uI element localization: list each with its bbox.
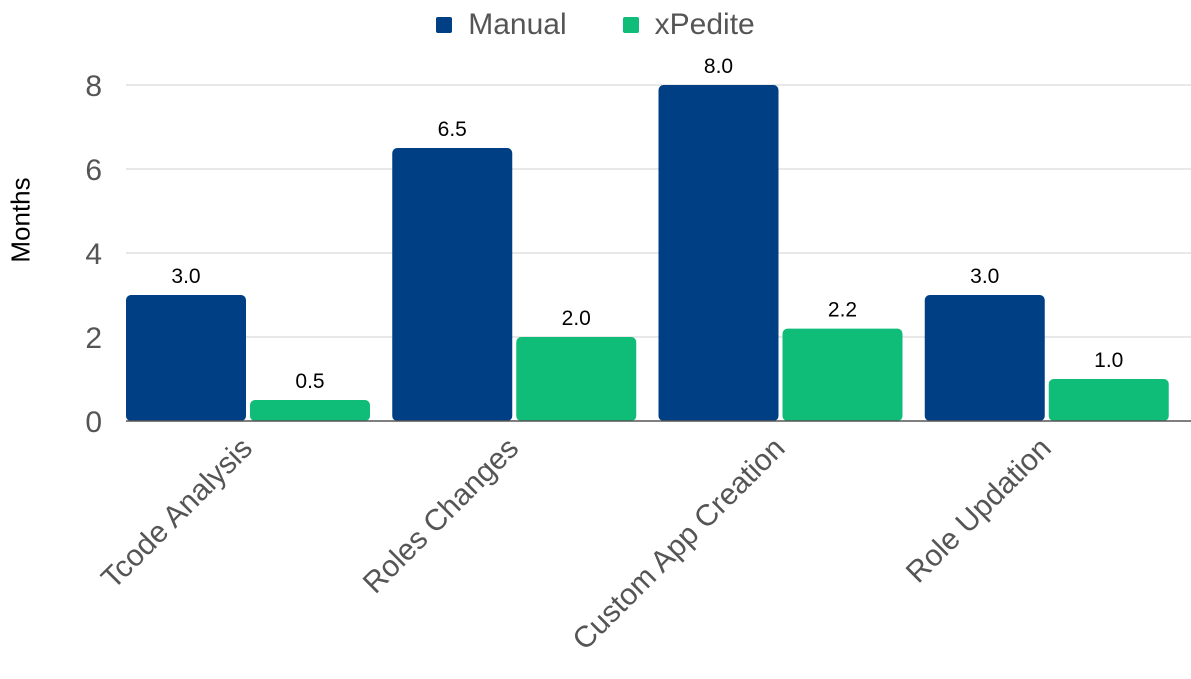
bar [924,295,1045,421]
data-label: 2.2 [828,299,857,322]
bar [250,400,370,421]
bar [392,148,513,421]
data-label: 0.5 [295,370,324,393]
legend-swatch-xpedite [622,17,639,33]
legend: Manual xPedite [0,8,1191,42]
y-tick-label: 6 [85,154,102,187]
y-tick-label: 0 [85,406,102,439]
x-tick-label: Roles Changes [357,432,525,600]
data-label: 6.5 [438,118,467,141]
legend-label-xpedite: xPedite [654,8,755,41]
legend-item-manual: Manual [436,8,567,42]
bar [658,85,779,421]
data-label: 3.0 [171,265,200,288]
bar [1048,379,1169,421]
x-tick-label: Custom App Creation [566,432,791,657]
legend-label-manual: Manual [468,8,567,41]
data-label: 1.0 [1094,349,1123,372]
y-tick-label: 4 [85,238,102,271]
data-label: 8.0 [704,55,733,78]
x-tick-label: Tcode Analysis [95,432,259,596]
y-tick-label: 2 [85,322,102,355]
legend-swatch-manual [436,17,453,33]
bar [516,337,637,421]
legend-item-xpedite: xPedite [622,8,755,42]
bar [782,328,903,421]
bar [126,295,246,421]
data-label: 3.0 [970,265,999,288]
y-tick-label: 8 [85,70,102,103]
x-tick-label: Role Updation [900,432,1058,590]
data-label: 2.0 [562,307,591,330]
